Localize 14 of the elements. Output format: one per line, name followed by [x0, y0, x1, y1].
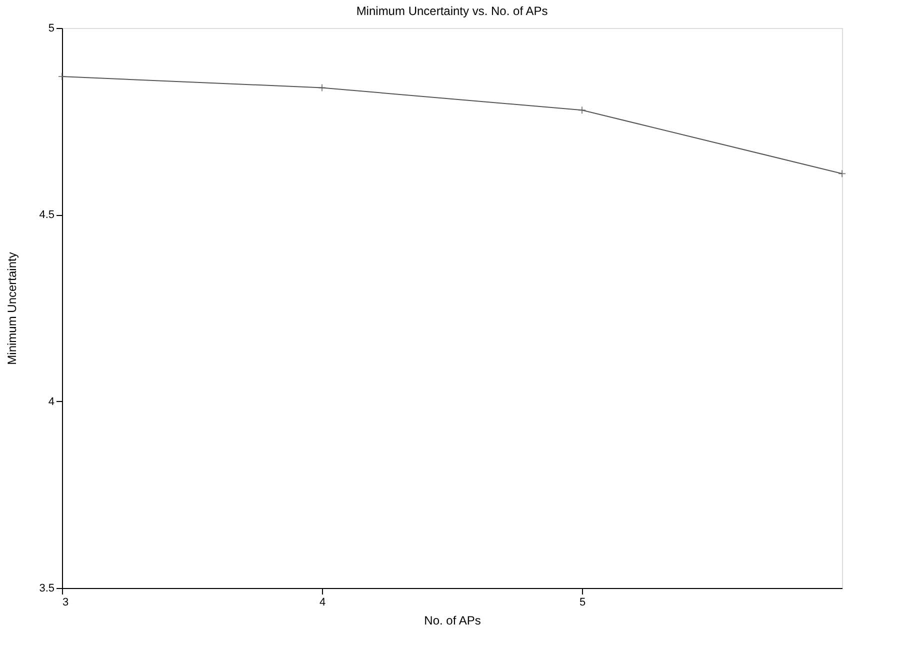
y-tick-label: 4 [48, 396, 54, 408]
y-tick-label: 3.5 [39, 582, 54, 594]
point [578, 106, 586, 114]
y-axis-title: Minimum Uncertainty [5, 252, 20, 365]
x-tick-label: 3 [62, 596, 69, 608]
x-axis-title: No. of APs [424, 614, 481, 628]
x-tick-label: 4 [319, 596, 326, 608]
point [838, 170, 846, 178]
point [318, 84, 326, 92]
point [58, 72, 66, 81]
y-tick-label: 4.5 [39, 209, 54, 222]
chart-title: Minimum Uncertainty vs. No. of APs [356, 4, 548, 18]
y-tick-label: 5 [48, 22, 54, 34]
x-tick-label: 5 [579, 596, 586, 608]
